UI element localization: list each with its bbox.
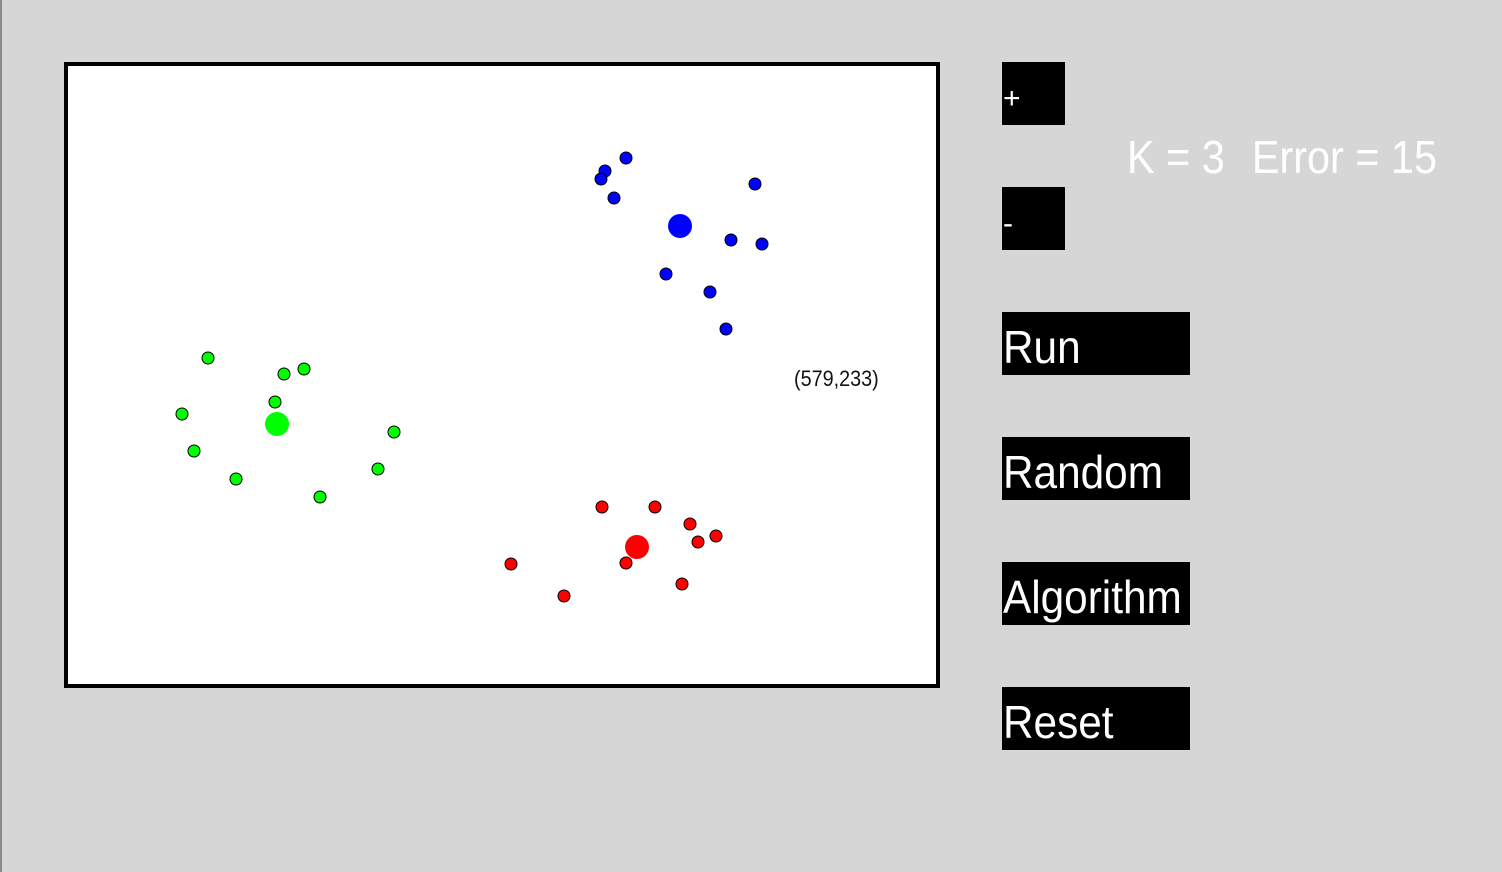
green-data-point: [201, 351, 215, 365]
coordinate-readout: (579,233): [794, 366, 879, 391]
red-data-point: [683, 517, 697, 531]
blue-data-point: [724, 233, 738, 247]
random-button[interactable]: Random: [1002, 437, 1190, 500]
red-data-point: [648, 500, 662, 514]
red-centroid: [625, 535, 649, 559]
error-value-text: Error = 15: [1251, 131, 1438, 183]
red-data-point: [709, 529, 723, 543]
run-label: Run: [1003, 321, 1081, 373]
red-data-point: [504, 557, 518, 571]
blue-data-point: [594, 172, 608, 186]
blue-data-point: [719, 322, 733, 336]
decrease-k-button[interactable]: -: [1002, 187, 1065, 250]
green-data-point: [268, 395, 282, 409]
green-data-point: [187, 444, 201, 458]
reset-button[interactable]: Reset: [1002, 687, 1190, 750]
blue-data-point: [659, 267, 673, 281]
green-centroid: [265, 412, 289, 436]
green-data-point: [229, 472, 243, 486]
red-data-point: [619, 556, 633, 570]
green-data-point: [371, 462, 385, 476]
blue-data-point: [748, 177, 762, 191]
blue-centroid: [668, 214, 692, 238]
red-data-point: [691, 535, 705, 549]
algorithm-button[interactable]: Algorithm: [1002, 562, 1190, 625]
window-left-edge: [0, 0, 2, 872]
green-data-point: [277, 367, 291, 381]
plot-svg: [175, 151, 769, 603]
green-data-point: [297, 362, 311, 376]
status-readout: K = 3 Error = 15: [1127, 130, 1437, 184]
k-value-text: K = 3: [1127, 131, 1225, 183]
red-data-point: [675, 577, 689, 591]
blue-data-point: [607, 191, 621, 205]
red-data-point: [595, 500, 609, 514]
red-data-point: [557, 589, 571, 603]
green-data-point: [387, 425, 401, 439]
plot-canvas[interactable]: (579,233): [64, 62, 940, 688]
decrease-k-label: -: [1003, 207, 1013, 240]
reset-label: Reset: [1003, 696, 1114, 748]
random-label: Random: [1003, 446, 1163, 498]
run-button[interactable]: Run: [1002, 312, 1190, 375]
blue-data-point: [703, 285, 717, 299]
algorithm-label: Algorithm: [1003, 571, 1182, 623]
blue-data-point: [755, 237, 769, 251]
green-data-point: [313, 490, 327, 504]
increase-k-label: +: [1003, 82, 1021, 115]
increase-k-button[interactable]: +: [1002, 62, 1065, 125]
blue-data-point: [619, 151, 633, 165]
green-data-point: [175, 407, 189, 421]
